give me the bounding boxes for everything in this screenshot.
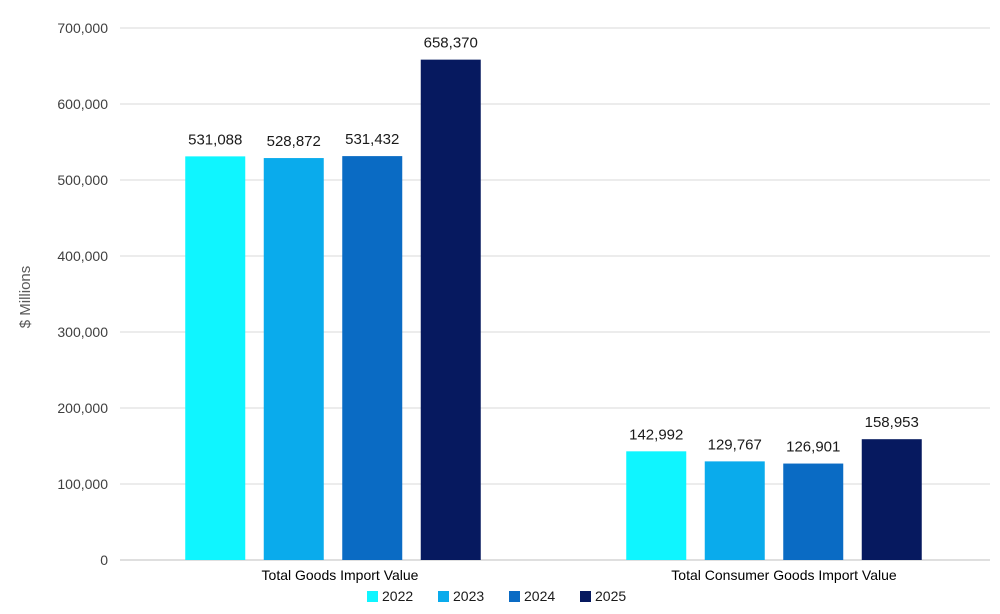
category-label: Total Goods Import Value xyxy=(262,567,419,583)
data-label: 658,370 xyxy=(424,35,478,52)
y-tick-label: 700,000 xyxy=(57,20,108,36)
gridlines xyxy=(120,27,990,561)
bar-2024-total-goods xyxy=(342,156,403,560)
legend-label: 2022 xyxy=(382,588,413,604)
bar-2025-total-consumer-goods xyxy=(861,439,922,560)
bar-2022-total-goods xyxy=(185,156,246,561)
bar-2022-total-consumer-goods xyxy=(626,451,687,560)
y-axis-ticks: 0 100,000 200,000 300,000 400,000 500,000 600,… xyxy=(57,20,108,568)
legend-label: 2023 xyxy=(453,588,484,604)
data-label: 531,088 xyxy=(188,131,242,148)
y-tick-label: 600,000 xyxy=(57,96,108,112)
data-label: 142,992 xyxy=(629,426,683,443)
y-tick-label: 0 xyxy=(100,552,108,568)
data-label: 531,432 xyxy=(345,131,399,148)
y-tick-label: 400,000 xyxy=(57,248,108,264)
y-tick-label: 100,000 xyxy=(57,476,108,492)
y-tick-label: 200,000 xyxy=(57,400,108,416)
y-tick-label: 500,000 xyxy=(57,172,108,188)
category-label: Total Consumer Goods Import Value xyxy=(671,567,897,583)
bar-2023-total-consumer-goods xyxy=(704,461,765,560)
legend-swatch-2024 xyxy=(509,591,520,602)
y-axis-title: $ Millions xyxy=(17,266,34,329)
data-label: 126,901 xyxy=(786,439,840,456)
bars xyxy=(185,59,922,561)
legend-swatch-2023 xyxy=(438,591,449,602)
legend-swatch-2022 xyxy=(367,591,378,602)
bar-2023-total-goods xyxy=(263,158,324,560)
data-label: 129,767 xyxy=(708,436,762,453)
data-label: 158,953 xyxy=(865,414,919,431)
x-axis-categories: Total Goods Import Value Total Consumer G… xyxy=(262,567,897,583)
bar-2025-total-goods xyxy=(420,59,481,561)
data-label: 528,872 xyxy=(267,133,321,150)
legend-swatch-2025 xyxy=(580,591,591,602)
bar-2024-total-consumer-goods xyxy=(783,463,844,560)
legend-label: 2024 xyxy=(524,588,555,604)
legend-label: 2025 xyxy=(595,588,626,604)
legend: 2022 2023 2024 2025 xyxy=(367,588,626,604)
data-labels: 531,088 528,872 531,432 658,370 142,992 129,7… xyxy=(188,35,919,456)
y-tick-label: 300,000 xyxy=(57,324,108,340)
